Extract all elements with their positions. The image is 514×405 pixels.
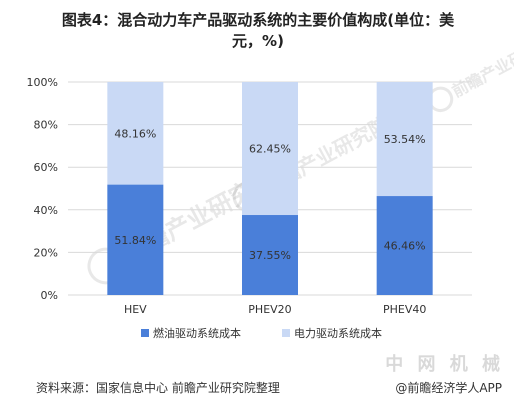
legend-label: 电力驱动系统成本 [294,326,382,340]
bar-segment [376,82,433,197]
bar-segment [242,82,298,216]
data-label: 51.84% [114,234,156,247]
y-tick-label: 100% [27,76,58,89]
data-label: 53.54% [384,133,426,146]
bar-segment [376,196,433,295]
bar-segment [107,82,164,185]
bars: 51.84% 48.16% 37.55% 62.45% 46.46% 53.54% [107,82,433,295]
data-label: 48.16% [114,127,156,140]
chart-title-line-1: 图表4：混合动力车产品驱动系统的主要价值构成(单位：美 [61,11,455,29]
y-tick-label: 0% [41,289,58,302]
y-tick-label: 60% [34,161,58,174]
x-tick-label: HEV [124,303,147,316]
x-axis: HEV PHEV20 PHEV40 [124,303,426,316]
data-label: 46.46% [384,240,426,253]
y-tick-label: 80% [34,119,58,132]
bar-segment [242,215,298,295]
legend: 燃油驱动系统成本 电力驱动系统成本 [141,326,382,340]
chart-title-line-2: 元，%) [232,32,284,50]
y-tick-label: 20% [34,246,58,259]
data-label: 37.55% [249,249,291,262]
y-tick-label: 40% [34,204,58,217]
corner-watermark: 中 网 机 械 [385,354,504,375]
data-label: 62.45% [249,143,291,156]
x-tick-label: PHEV20 [248,303,291,316]
source-note: 资料来源：国家信息中心 前瞻产业研究院整理 [36,381,280,395]
bar-segment [107,184,164,295]
legend-swatch [141,329,149,337]
y-axis: 0% 20% 40% 60% 80% 100% [27,76,58,302]
watermark-logo: 前瞻产业研究院 [427,32,514,113]
credit-note: @前瞻经济学人APP [395,381,502,395]
chart-title: 图表4：混合动力车产品驱动系统的主要价值构成(单位：美 元，%) [14,10,502,52]
x-tick-label: PHEV40 [383,303,426,316]
legend-label: 燃油驱动系统成本 [153,326,241,340]
legend-swatch [282,329,290,337]
watermark-logo-text: 前瞻产业研究院 [449,32,514,101]
